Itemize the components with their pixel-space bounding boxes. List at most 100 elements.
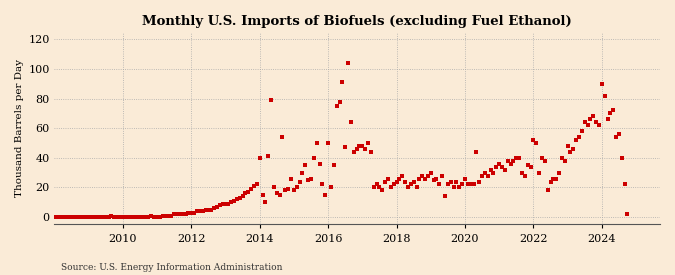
Point xyxy=(215,203,225,207)
Point xyxy=(112,215,123,219)
Point xyxy=(616,156,627,160)
Point xyxy=(346,120,356,125)
Point xyxy=(528,138,539,142)
Point xyxy=(126,215,137,219)
Point xyxy=(148,215,159,219)
Point xyxy=(166,213,177,218)
Point xyxy=(531,141,541,145)
Point xyxy=(385,185,396,190)
Point xyxy=(434,182,445,187)
Point xyxy=(320,193,331,197)
Title: Monthly U.S. Imports of Biofuels (excluding Fuel Ethanol): Monthly U.S. Imports of Biofuels (exclud… xyxy=(142,15,572,28)
Point xyxy=(479,170,490,175)
Point xyxy=(103,215,114,219)
Point xyxy=(115,215,126,219)
Point xyxy=(348,150,359,154)
Point xyxy=(354,144,365,148)
Point xyxy=(454,185,464,190)
Point xyxy=(89,215,100,219)
Point xyxy=(209,206,219,210)
Point xyxy=(522,163,533,167)
Point xyxy=(55,215,65,219)
Point xyxy=(369,185,379,190)
Point xyxy=(371,182,382,187)
Point xyxy=(374,185,385,190)
Point xyxy=(614,132,624,136)
Point xyxy=(460,176,470,181)
Point xyxy=(511,156,522,160)
Point xyxy=(388,182,399,187)
Point xyxy=(619,182,630,187)
Point xyxy=(597,82,608,86)
Point xyxy=(203,207,214,212)
Point xyxy=(514,156,524,160)
Point xyxy=(477,174,487,178)
Point xyxy=(502,159,513,163)
Point xyxy=(323,141,333,145)
Point xyxy=(317,182,328,187)
Point xyxy=(560,159,570,163)
Point xyxy=(194,209,205,213)
Point xyxy=(431,176,442,181)
Point xyxy=(314,161,325,166)
Point xyxy=(192,209,202,213)
Point xyxy=(86,215,97,219)
Point xyxy=(186,210,196,215)
Point xyxy=(66,215,77,219)
Point xyxy=(288,188,299,192)
Point xyxy=(171,212,182,216)
Point xyxy=(297,170,308,175)
Point xyxy=(520,174,531,178)
Point xyxy=(225,200,236,204)
Point xyxy=(448,185,459,190)
Point xyxy=(129,215,140,219)
Point xyxy=(599,94,610,98)
Point xyxy=(414,176,425,181)
Point xyxy=(180,212,191,216)
Point xyxy=(380,179,391,184)
Point xyxy=(525,164,536,169)
Point xyxy=(351,147,362,151)
Point xyxy=(500,167,510,172)
Point xyxy=(508,159,519,163)
Point xyxy=(75,215,86,219)
Point xyxy=(274,193,285,197)
Point xyxy=(123,215,134,219)
Point xyxy=(554,170,564,175)
Point xyxy=(283,187,294,191)
Point xyxy=(428,178,439,182)
Point xyxy=(420,176,431,181)
Point xyxy=(576,129,587,133)
Point xyxy=(311,141,322,145)
Point xyxy=(394,176,405,181)
Point xyxy=(269,185,279,190)
Point xyxy=(211,205,222,209)
Point xyxy=(534,170,545,175)
Point xyxy=(280,188,291,192)
Point xyxy=(611,135,622,139)
Point xyxy=(537,156,547,160)
Point xyxy=(72,215,82,219)
Point xyxy=(331,104,342,108)
Point xyxy=(189,210,200,215)
Point xyxy=(232,197,242,202)
Point xyxy=(365,150,376,154)
Point xyxy=(303,178,314,182)
Point xyxy=(497,164,508,169)
Point xyxy=(357,144,368,148)
Point xyxy=(608,108,619,113)
Point xyxy=(101,215,111,219)
Point xyxy=(483,174,493,178)
Point xyxy=(416,174,427,178)
Point xyxy=(471,150,482,154)
Point xyxy=(574,135,585,139)
Point xyxy=(402,185,413,190)
Point xyxy=(69,215,80,219)
Point xyxy=(439,194,450,199)
Point xyxy=(516,170,527,175)
Point xyxy=(109,215,119,219)
Point xyxy=(220,202,231,206)
Point xyxy=(138,215,148,219)
Point xyxy=(377,188,387,192)
Point xyxy=(591,120,601,125)
